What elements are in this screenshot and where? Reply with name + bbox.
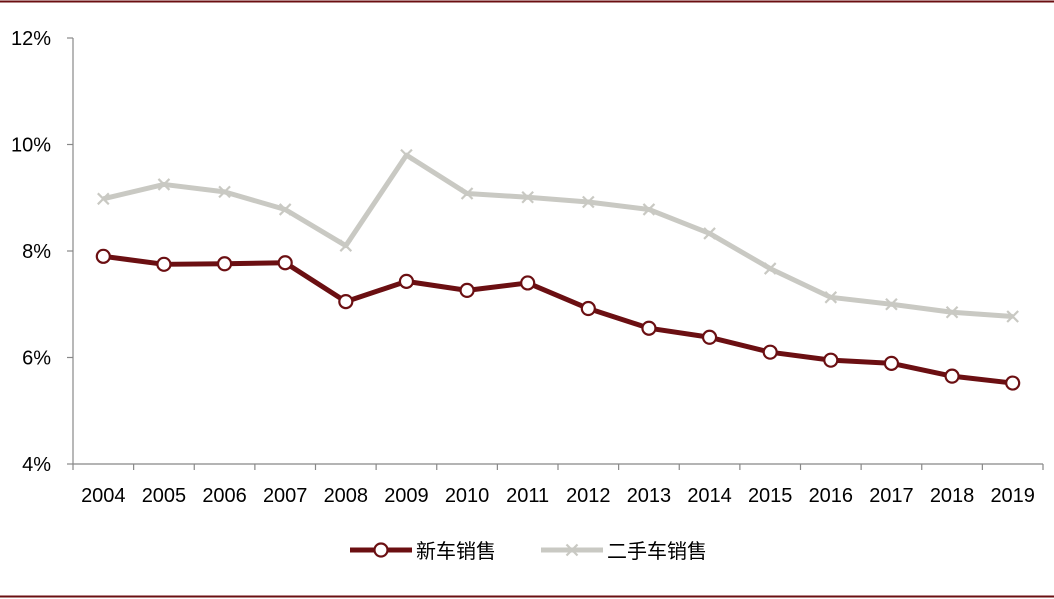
y-tick-label: 4%	[22, 454, 51, 476]
data-point	[398, 273, 415, 289]
data-point	[885, 297, 898, 311]
data-point	[97, 192, 110, 206]
data-point	[373, 542, 389, 558]
data-point	[520, 275, 536, 291]
data-point	[945, 305, 959, 319]
x-tick-label: 2004	[81, 485, 126, 507]
x-tick-label: 2010	[445, 485, 490, 507]
data-point	[824, 291, 838, 304]
x-tick-label: 2007	[263, 485, 308, 507]
data-point	[521, 190, 534, 204]
data-point	[701, 329, 718, 345]
data-point	[944, 368, 960, 384]
data-point	[277, 255, 293, 271]
x-tick-label: 2019	[990, 485, 1035, 507]
data-point	[883, 355, 900, 371]
x-tick-label: 2009	[384, 485, 429, 507]
x-tick-label: 2017	[869, 485, 914, 507]
y-tick-label: 10%	[11, 135, 51, 157]
legend-label: 二手车销售	[607, 540, 707, 563]
series-0	[95, 248, 1021, 391]
data-point	[763, 262, 777, 275]
data-point	[460, 187, 474, 200]
data-point	[339, 239, 353, 252]
x-tick-label: 2013	[627, 485, 672, 507]
x-tick-label: 2015	[748, 485, 793, 507]
data-point	[703, 227, 716, 240]
data-point	[1005, 375, 1021, 391]
x-tick-label: 2005	[142, 485, 187, 507]
y-tick-label: 6%	[22, 348, 51, 370]
legend-label: 新车销售	[416, 540, 496, 563]
chart-axes: 4% 6% 8% 10% 12% 2004 2005 2006 2007 2008 2009 2010…	[11, 28, 1044, 507]
series-line	[102, 152, 1013, 319]
y-tick-label: 8%	[22, 241, 51, 263]
series-1	[97, 148, 1019, 323]
data-point	[157, 178, 171, 191]
data-point	[459, 282, 475, 299]
data-point	[218, 185, 231, 199]
legend-item-1: 二手车销售	[541, 540, 707, 563]
y-tick-label: 12%	[11, 28, 51, 50]
x-tick-label: 2016	[809, 485, 854, 507]
data-point	[216, 256, 233, 272]
data-point	[400, 148, 413, 162]
data-point	[641, 320, 657, 336]
series-line	[102, 253, 1013, 386]
x-tick-label: 2014	[687, 485, 732, 507]
data-point	[565, 543, 579, 557]
data-point	[823, 352, 839, 368]
series-layer	[95, 148, 1021, 391]
data-point	[278, 203, 292, 216]
data-point	[642, 203, 656, 216]
data-point	[1006, 310, 1019, 323]
x-tick-label: 2018	[930, 485, 975, 507]
x-tick-label: 2011	[506, 485, 549, 507]
x-tick-label: 2008	[324, 485, 369, 507]
x-tick-label: 2006	[202, 485, 247, 507]
legend-item-0: 新车销售	[350, 540, 496, 563]
legend: 新车销售 二手车销售	[350, 540, 707, 563]
data-point	[95, 248, 111, 264]
data-point	[338, 293, 354, 310]
data-point	[156, 256, 172, 272]
data-point	[582, 195, 595, 209]
data-point	[762, 344, 778, 360]
x-tick-label: 2012	[566, 485, 611, 507]
data-point	[580, 300, 596, 317]
